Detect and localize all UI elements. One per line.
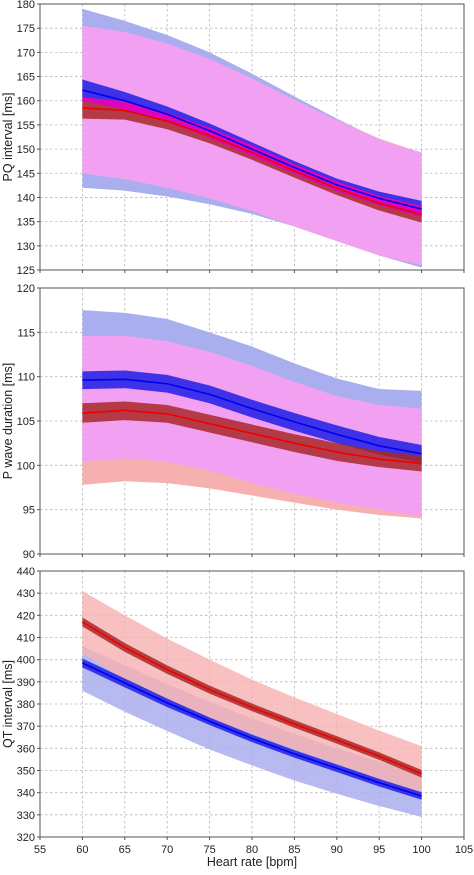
- y-tick-label: 340: [17, 788, 35, 800]
- y-tick-label: 160: [17, 96, 35, 108]
- y-tick-label: 180: [17, 0, 35, 11]
- x-tick-label: 65: [119, 844, 131, 856]
- blue-mean-line: [82, 378, 422, 455]
- red-mean-line: [82, 107, 422, 216]
- x-tick-label: 60: [76, 844, 88, 856]
- y-tick-label: 105: [17, 416, 35, 428]
- y-tick-label: 120: [17, 283, 35, 295]
- x-tick-label: 80: [246, 844, 258, 856]
- y-tick-label: 110: [17, 372, 35, 384]
- plot-area: [82, 310, 422, 519]
- red-variability-band: [82, 590, 422, 798]
- y-tick-label: 330: [17, 810, 35, 822]
- red-confidence-band: [82, 401, 422, 472]
- blue-mean-line: [82, 662, 422, 797]
- y-tick-label: 400: [17, 655, 35, 667]
- y-tick-label: 150: [17, 144, 35, 156]
- y-tick-label: 125: [17, 265, 35, 277]
- panel-pq-interval: 125 130 135 140 145 150 155 160 165 170 175 180 PQ i…: [1, 0, 465, 277]
- blue-mean-line: [82, 89, 422, 210]
- y-tick-label: 360: [17, 743, 35, 755]
- y-tick-label: 145: [17, 168, 35, 180]
- y-tick-label: 410: [17, 633, 35, 645]
- y-tick-label: 95: [23, 505, 35, 517]
- y-tick-label: 390: [17, 677, 35, 689]
- x-tick-label: 105: [455, 844, 473, 856]
- x-tick-label: 100: [412, 844, 430, 856]
- red-confidence-band: [82, 97, 422, 223]
- y-tick-label: 380: [17, 699, 35, 711]
- x-axis-label: Heart rate [bpm]: [207, 855, 297, 869]
- x-tick-label: 90: [331, 844, 343, 856]
- blue-confidence-band: [82, 370, 422, 463]
- panel-p-wave-duration: 90 95 100 105 110 115 120 P wave duration [ms]: [1, 283, 465, 561]
- y-axis-label: QT interval [ms]: [1, 660, 15, 748]
- y-tick-label: 140: [17, 192, 35, 204]
- plot-area: [81, 590, 422, 818]
- y-tick-label: 135: [17, 217, 35, 229]
- overlap-confidence-band: [82, 97, 422, 217]
- y-tick-label: 100: [17, 460, 35, 472]
- red-mean-line: [82, 409, 422, 465]
- y-axis-label: P wave duration [ms]: [1, 363, 15, 480]
- x-tick-label: 55: [34, 844, 46, 856]
- x-tick-label: 70: [161, 844, 173, 856]
- plot-area: [82, 8, 422, 268]
- y-tick-label: 90: [23, 549, 35, 561]
- x-tick-label: 85: [288, 844, 300, 856]
- y-tick-label: 370: [17, 721, 35, 733]
- y-tick-label: 155: [17, 120, 35, 132]
- y-tick-label: 165: [17, 72, 35, 84]
- y-tick-label: 175: [17, 23, 35, 35]
- red-confidence-band: [82, 617, 422, 778]
- y-tick-label: 440: [17, 566, 35, 578]
- y-tick-label: 130: [17, 241, 35, 253]
- x-tick-label: 95: [373, 844, 385, 856]
- y-tick-label: 115: [17, 327, 35, 339]
- panel-qt-interval: 320 330 340 350 360 370 380 390 400 410 420 430 440 5…: [1, 566, 473, 856]
- x-tick-label: 75: [203, 844, 215, 856]
- red-mean-line: [81, 621, 422, 775]
- y-axis-label: PQ interval [ms]: [1, 93, 15, 182]
- y-tick-label: 320: [17, 832, 35, 844]
- y-tick-label: 430: [17, 588, 35, 600]
- y-tick-label: 170: [17, 47, 35, 59]
- y-tick-label: 420: [17, 610, 35, 622]
- y-tick-label: 350: [17, 766, 35, 778]
